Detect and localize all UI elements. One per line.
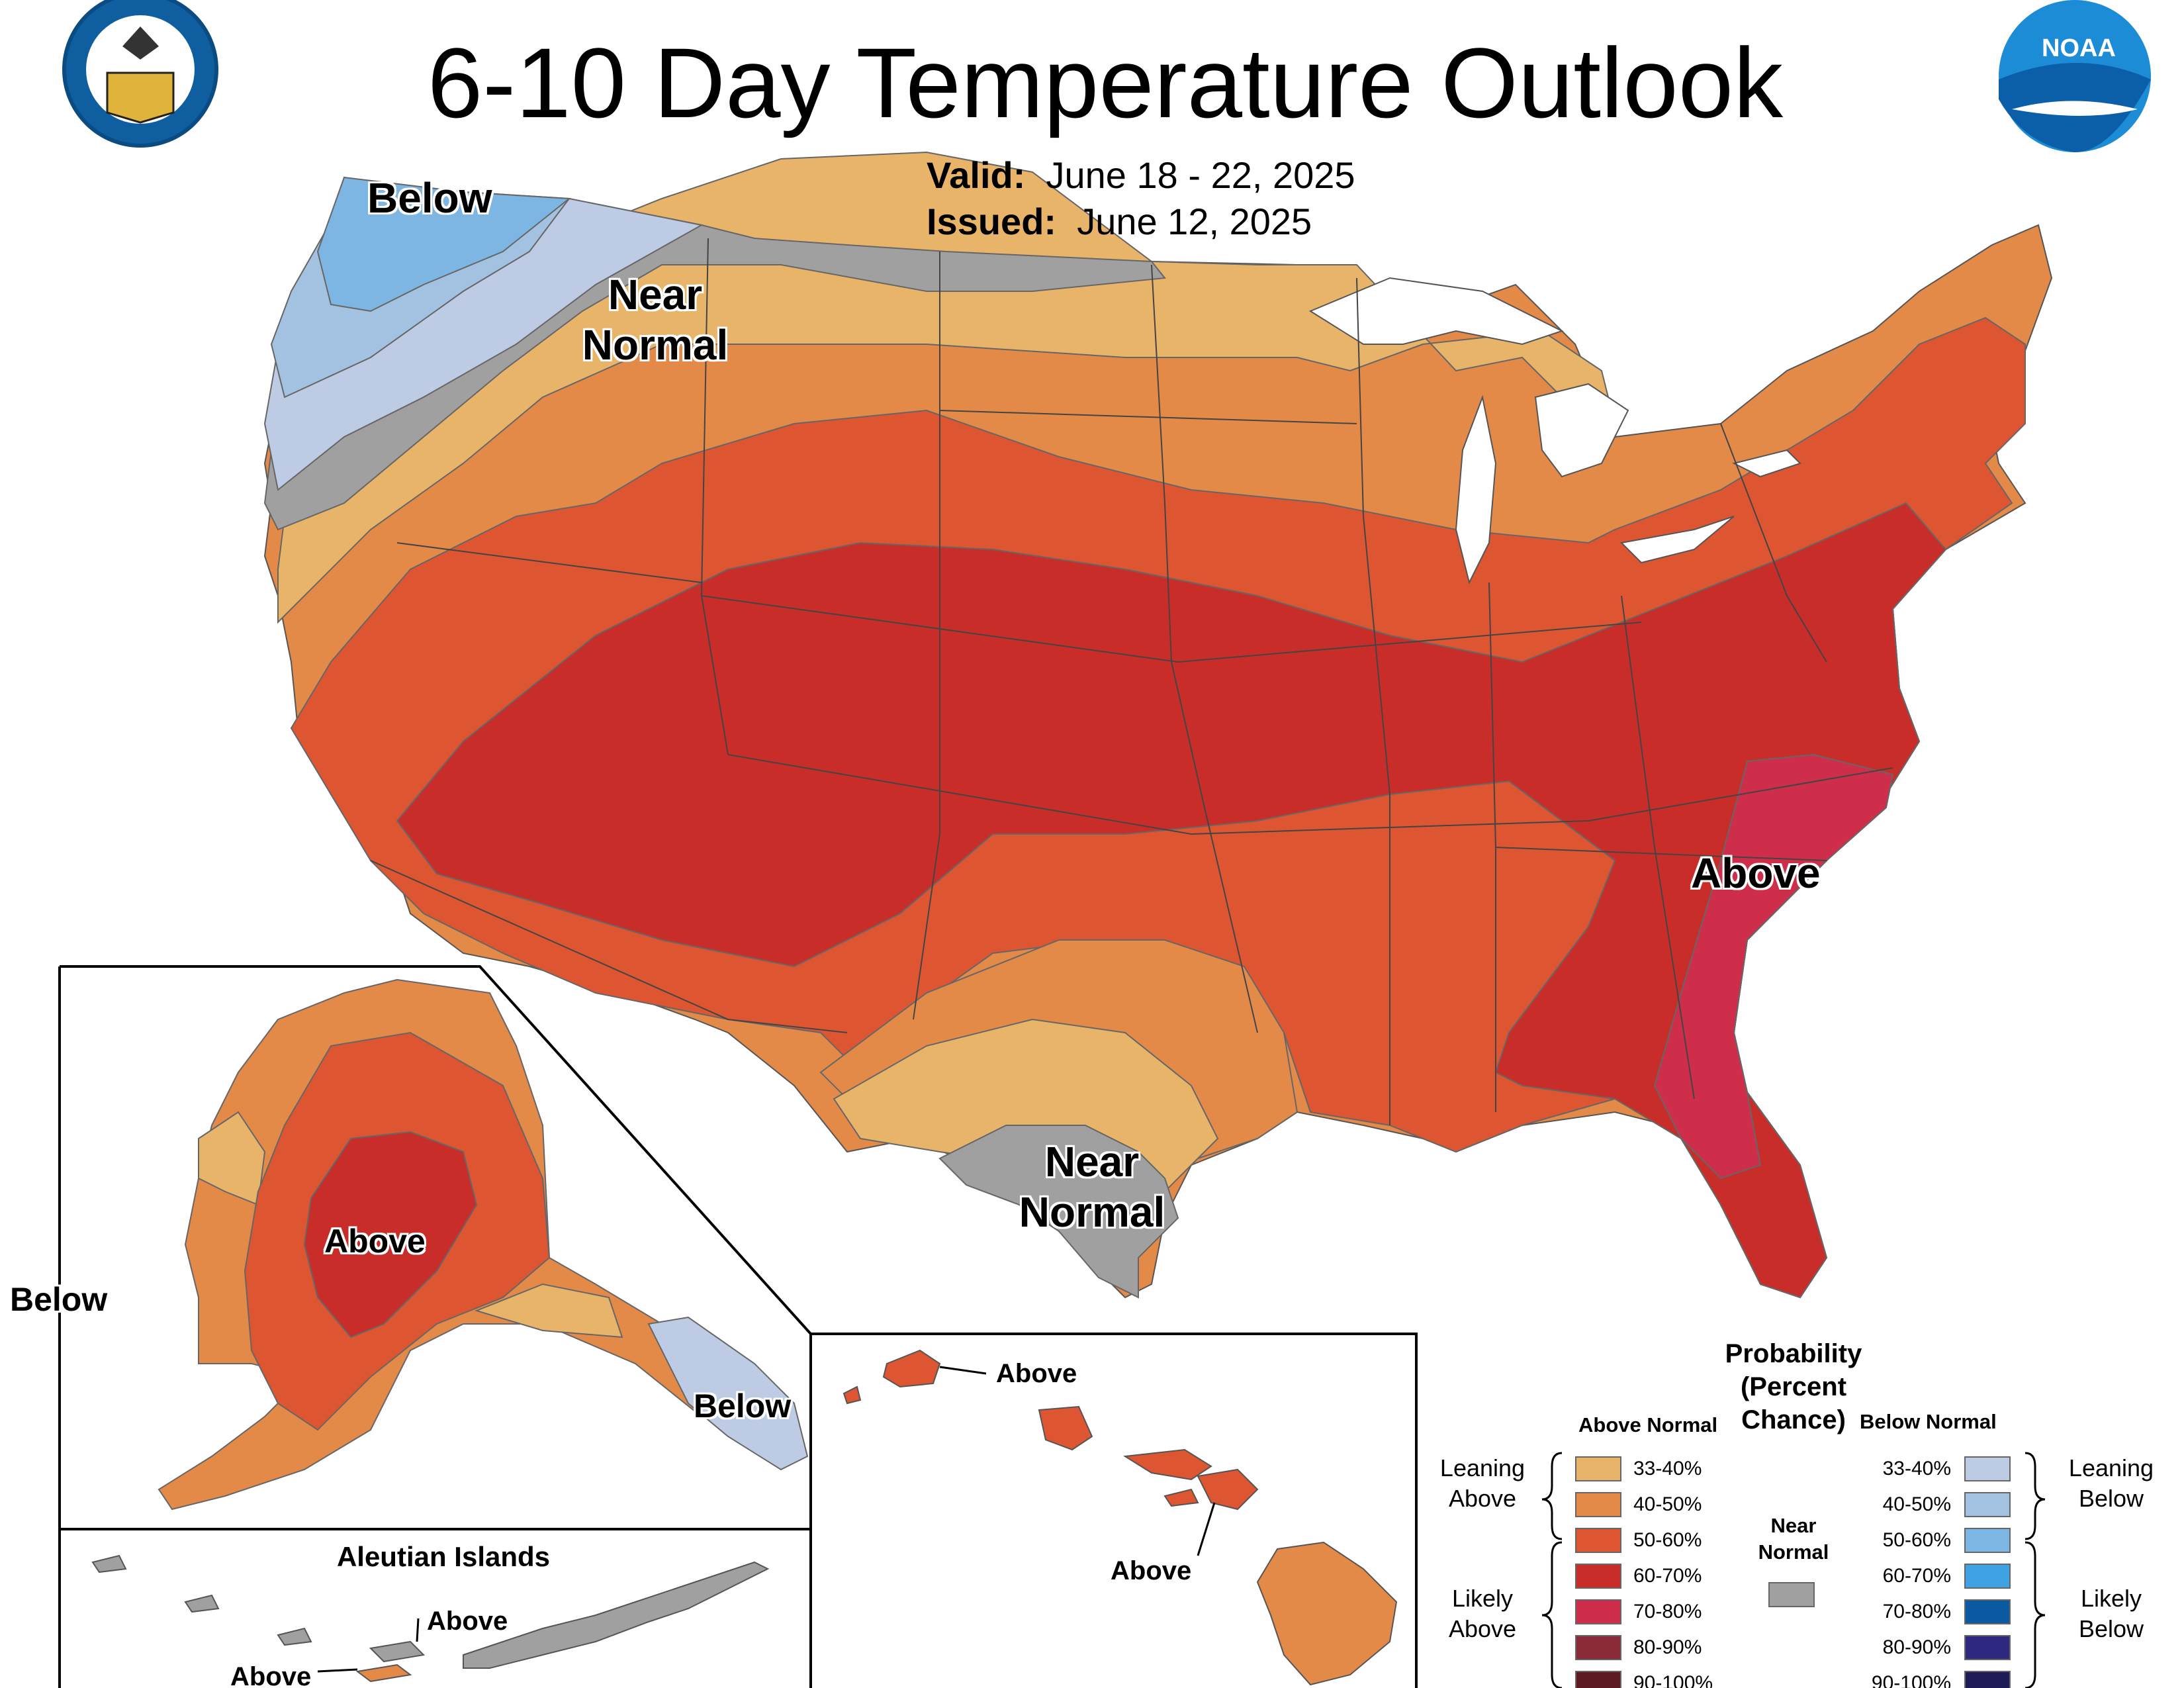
label-alaska-below-se: Below [694, 1387, 792, 1425]
label-near-normal-nw-2: Normal [582, 321, 729, 369]
conus-above-70-80-se [1653, 753, 1894, 1180]
legend-leaning-below: Leaning Below [2052, 1453, 2171, 1514]
issued-label: Issued: [927, 201, 1057, 242]
legend-likely-above-line-2: Above [1448, 1615, 1517, 1642]
label-alaska-above: Above [324, 1223, 426, 1260]
label-alaska-below-west: Below [10, 1281, 108, 1318]
alaska-inset-frame [60, 965, 812, 1688]
legend-likely-above-line-1: Likely [1451, 1585, 1514, 1612]
legend-above-item-swatch [1575, 1671, 1621, 1688]
hawaii-big-island [1256, 1541, 1398, 1686]
legend-below-item-swatch [1964, 1492, 2011, 1517]
legend-above-item-label: 90-100% [1633, 1672, 1713, 1688]
legend-likely-above: Likely Above [1426, 1583, 1539, 1644]
great-lakes [1308, 277, 1801, 585]
label-hawaii-above-2: Above [1111, 1556, 1192, 1585]
legend-above-item-label: 50-60% [1633, 1529, 1702, 1551]
legend-below-item-swatch [1964, 1671, 2011, 1688]
legend-title-line-1: Probability [1725, 1339, 1862, 1368]
conus-map [263, 151, 2053, 1299]
hawaii-inset [811, 1333, 1418, 1688]
legend-above-header: Above Normal [1578, 1413, 1718, 1436]
issued-date: June 12, 2025 [1077, 201, 1312, 242]
hawaii-oahu [1038, 1405, 1093, 1451]
valid-line: Valid: June 18 - 22, 2025 [927, 152, 1355, 199]
legend-leaning-above: Leaning Above [1426, 1453, 1539, 1514]
legend-below-item-label: 60-70% [1882, 1565, 1951, 1587]
legend-above-item-swatch [1575, 1599, 1621, 1624]
legend-above-item-swatch [1575, 1456, 1621, 1481]
state-boundaries [370, 238, 1893, 1125]
legend-below-item-label: 33-40% [1882, 1458, 1951, 1479]
hawaii-maui-nui [1123, 1448, 1259, 1511]
legend-below-item-label: 80-90% [1882, 1636, 1951, 1658]
label-hawaii-above-1: Above [996, 1359, 1077, 1388]
alaska-above-60-70 [303, 1131, 478, 1338]
conus-near-normal-texas [938, 1125, 1179, 1299]
legend-above-item-label: 60-70% [1633, 1565, 1702, 1587]
label-aleutian-above-2: Above [230, 1662, 312, 1688]
legend-below-item-label: 90-100% [1871, 1672, 1951, 1688]
legend-leaning-above-line-1: Leaning [1439, 1454, 1525, 1481]
legend-near-normal-swatch [1768, 1582, 1815, 1607]
legend-likely-below-line-1: Likely [2080, 1585, 2142, 1612]
legend-below-item-label: 40-50% [1882, 1493, 1951, 1515]
issued-line: Issued: June 12, 2025 [927, 199, 1312, 245]
legend-near-normal-line-1: Near [1770, 1514, 1817, 1537]
label-aleutian-title: Aleutian Islands [336, 1541, 551, 1572]
alaska-aleutian-islands [91, 1554, 770, 1669]
legend-leaning-below-line-1: Leaning [2068, 1454, 2154, 1481]
legend-above-item-label: 40-50% [1633, 1493, 1702, 1515]
legend-above-item-label: 70-80% [1633, 1601, 1702, 1622]
legend-above-item-swatch [1575, 1528, 1621, 1553]
noaa-logo-text: NOAA [2042, 34, 2116, 62]
label-above-se: Above [1691, 849, 1821, 897]
legend-likely-below: Likely Below [2052, 1583, 2171, 1644]
valid-dates: June 18 - 22, 2025 [1046, 154, 1355, 196]
legend-below-item-swatch [1964, 1599, 2011, 1624]
legend-below-item-label: 70-80% [1882, 1601, 1951, 1622]
legend-likely-below-line-2: Below [2078, 1615, 2144, 1642]
label-near-normal-tx-2: Normal [1019, 1188, 1165, 1236]
legend-below-header: Below Normal [1860, 1410, 1997, 1433]
legend-above-item-swatch [1575, 1635, 1621, 1660]
legend-near-normal: Near Normal [1737, 1513, 1850, 1566]
legend-leaning-below-line-2: Below [2078, 1485, 2144, 1512]
legend-above-item-label: 80-90% [1633, 1636, 1702, 1658]
label-near-normal-nw-1: Near [608, 271, 703, 318]
alaska-below-se [647, 1316, 809, 1471]
legend-graphics [1541, 1452, 2046, 1688]
page-title: 6-10 Day Temperature Outlook [427, 27, 1784, 138]
legend-below-item-label: 50-60% [1882, 1529, 1951, 1551]
hawaii-niihau [842, 1385, 862, 1405]
legend-title: Probability (Percent Chance) [1701, 1337, 1886, 1436]
legend-below-item-swatch [1964, 1635, 2011, 1660]
hawaii-kauai [882, 1349, 941, 1388]
legend-title-line-2: (Percent Chance) [1740, 1372, 1847, 1434]
legend-below-item-swatch [1964, 1564, 2011, 1589]
alaska-inset [58, 965, 812, 1688]
legend-below-item-swatch [1964, 1456, 2011, 1481]
label-near-normal-tx-1: Near [1044, 1138, 1140, 1186]
legend-leaning-above-line-2: Above [1448, 1485, 1517, 1512]
legend-below-item-swatch [1964, 1528, 2011, 1553]
legend-above-item-label: 33-40% [1633, 1458, 1702, 1479]
label-below-nw: Below [367, 174, 492, 222]
valid-label: Valid: [927, 154, 1026, 196]
legend-above-item-swatch [1575, 1564, 1621, 1589]
noaa-logo [1999, 0, 2151, 152]
conus-below-50-60-nw [316, 176, 571, 312]
legend-near-normal-line-2: Normal [1758, 1540, 1829, 1564]
alaska-aleutian-above [355, 1664, 412, 1683]
legend-above-item-swatch [1575, 1492, 1621, 1517]
commerce-seal-logo [62, 0, 218, 148]
label-aleutian-above-1: Above [427, 1607, 508, 1636]
